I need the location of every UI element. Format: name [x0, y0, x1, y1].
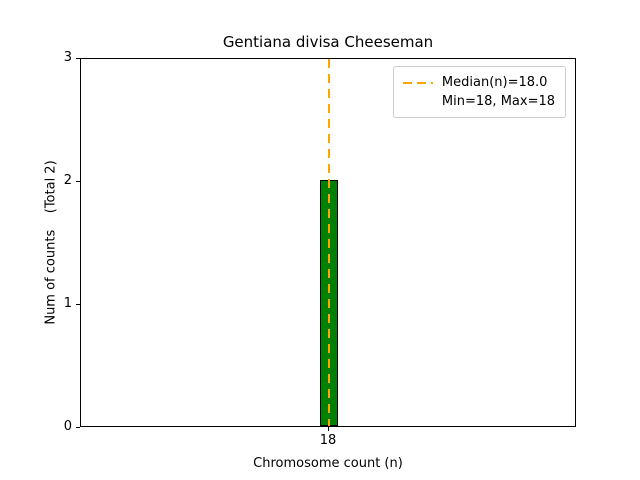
legend-label-median: Median(n)=18.0	[441, 75, 548, 90]
chart-title: Gentiana divisa Cheeseman	[222, 33, 434, 51]
y-tick-mark	[76, 180, 80, 182]
legend-row-minmax: Min=18, Max=18	[403, 92, 555, 111]
legend: Median(n)=18.0 Min=18, Max=18	[392, 66, 566, 118]
y-tick-label: 0	[63, 419, 72, 434]
y-tick-mark	[76, 426, 80, 428]
y-axis-label: Num of counts (Total 2)	[43, 160, 59, 325]
y-tick-mark	[76, 303, 80, 305]
median-dashed-line-icon	[402, 81, 433, 84]
y-tick-label: 3	[63, 50, 72, 65]
x-tick-mark	[327, 427, 329, 431]
y-tick-label: 1	[63, 296, 72, 311]
x-axis-label: Chromosome count (n)	[253, 456, 403, 471]
x-tick-label: 18	[319, 433, 337, 448]
plot-area: Median(n)=18.0 Min=18, Max=18	[80, 58, 576, 427]
y-tick-mark	[76, 57, 80, 59]
legend-row-median: Median(n)=18.0	[402, 73, 555, 92]
legend-indent-spacer	[403, 101, 433, 103]
legend-label-minmax: Min=18, Max=18	[441, 94, 555, 109]
median-line	[328, 59, 330, 426]
y-tick-label: 2	[63, 173, 72, 188]
